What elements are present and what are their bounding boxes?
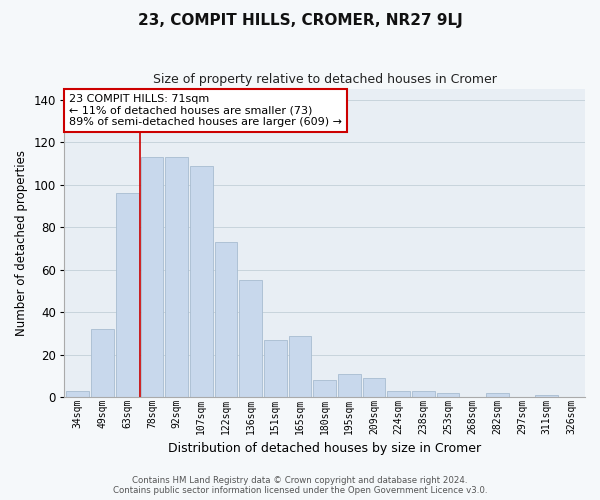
Text: 23 COMPIT HILLS: 71sqm
← 11% of detached houses are smaller (73)
89% of semi-det: 23 COMPIT HILLS: 71sqm ← 11% of detached…	[70, 94, 343, 128]
Bar	[412, 390, 435, 397]
Bar	[215, 242, 237, 397]
Y-axis label: Number of detached properties: Number of detached properties	[15, 150, 28, 336]
Bar	[437, 393, 460, 397]
Bar	[190, 166, 212, 397]
Text: 23, COMPIT HILLS, CROMER, NR27 9LJ: 23, COMPIT HILLS, CROMER, NR27 9LJ	[137, 12, 463, 28]
Bar	[486, 393, 509, 397]
Bar	[91, 329, 114, 397]
Bar	[535, 395, 558, 397]
Bar	[264, 340, 287, 397]
Bar	[67, 390, 89, 397]
Text: Contains HM Land Registry data © Crown copyright and database right 2024.
Contai: Contains HM Land Registry data © Crown c…	[113, 476, 487, 495]
Bar	[165, 158, 188, 397]
Bar	[289, 336, 311, 397]
Bar	[388, 390, 410, 397]
Bar	[140, 158, 163, 397]
Bar	[116, 194, 139, 397]
Bar	[239, 280, 262, 397]
Bar	[313, 380, 336, 397]
Bar	[362, 378, 385, 397]
Bar	[338, 374, 361, 397]
X-axis label: Distribution of detached houses by size in Cromer: Distribution of detached houses by size …	[168, 442, 481, 455]
Title: Size of property relative to detached houses in Cromer: Size of property relative to detached ho…	[152, 72, 497, 86]
